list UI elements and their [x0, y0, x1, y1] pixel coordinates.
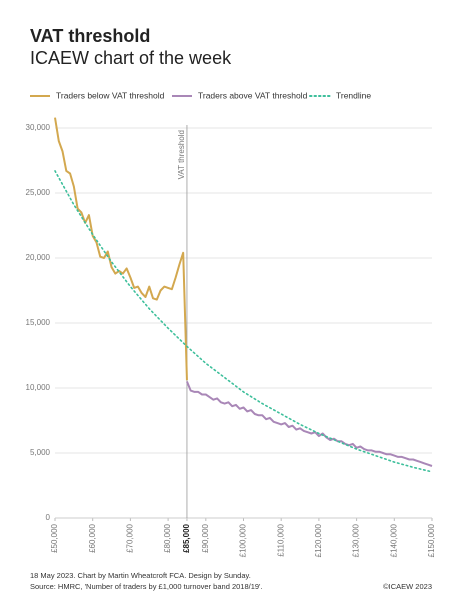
copyright: ©ICAEW 2023 — [383, 582, 432, 591]
chart-subtitle: ICAEW chart of the week — [30, 48, 232, 68]
x-tick-label: £110,000 — [276, 523, 285, 556]
y-tick-label: 25,000 — [26, 188, 51, 197]
source: Source: HMRC, 'Number of traders by £1,0… — [30, 582, 263, 591]
x-tick-label: £70,000 — [126, 523, 135, 552]
x-tick-label: £90,000 — [201, 523, 210, 552]
y-tick-label: 10,000 — [26, 383, 51, 392]
y-tick-label: 0 — [46, 513, 51, 522]
y-tick-label: 20,000 — [26, 253, 51, 262]
threshold-label: VAT threshold — [177, 130, 186, 179]
legend-label: Trendline — [336, 90, 371, 100]
series-line — [54, 170, 433, 473]
legend-label: Traders below VAT threshold — [56, 90, 165, 100]
series-line — [54, 117, 188, 381]
x-tick-label: £140,000 — [389, 523, 398, 557]
x-tick-label: £100,000 — [239, 523, 248, 557]
y-tick-label: 15,000 — [26, 318, 51, 327]
x-tick-label: £150,000 — [427, 523, 436, 557]
y-tick-label: 30,000 — [26, 123, 51, 132]
x-tick-label: £120,000 — [314, 523, 323, 557]
x-tick-label: £130,000 — [352, 523, 361, 557]
footnote: 18 May 2023. Chart by Martin Wheatcroft … — [30, 571, 251, 580]
y-tick-label: 5,000 — [30, 448, 51, 457]
series-line — [186, 381, 433, 467]
x-tick-label: £80,000 — [163, 523, 172, 552]
x-tick-label: £50,000 — [50, 523, 59, 552]
x-tick-label: £60,000 — [88, 523, 97, 552]
x-tick-label: £85,000 — [182, 523, 191, 552]
chart-title: VAT threshold — [30, 26, 150, 46]
legend-label: Traders above VAT threshold — [198, 90, 308, 100]
